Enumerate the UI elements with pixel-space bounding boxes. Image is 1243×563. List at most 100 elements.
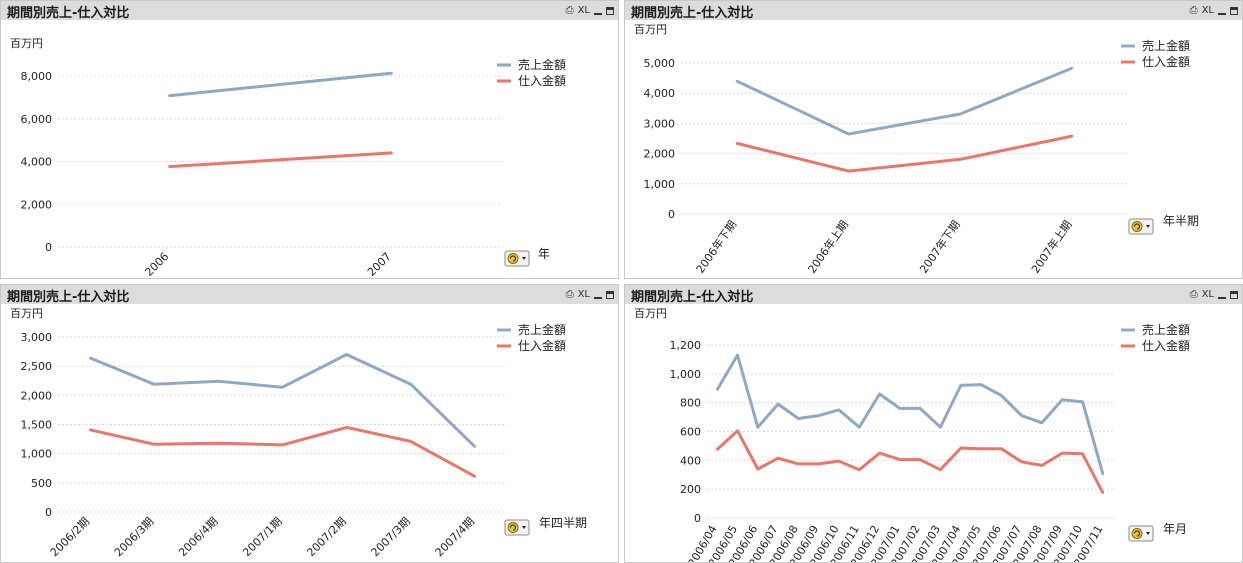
- data-point: [817, 462, 820, 466]
- data-point: [756, 467, 759, 471]
- data-point: [153, 383, 156, 386]
- line-chart-year: 百万円 0 2,000 4,000 6,000 8,000 2006 2007 売上金額仕入金額…: [10, 37, 566, 278]
- x-tick-label: 2006年上期: [805, 218, 851, 276]
- cycle-group-icon[interactable]: [504, 250, 530, 267]
- print-icon[interactable]: ⎙: [565, 289, 574, 300]
- legend-label: 売上金額: [518, 322, 566, 337]
- panel-title: 期間別売上-仕入対比: [631, 6, 754, 21]
- legend-label: 売上金額: [518, 57, 566, 72]
- series-line-purchases: [716, 429, 1105, 494]
- legend-label: 仕入金額: [518, 338, 566, 353]
- data-point: [1070, 66, 1074, 70]
- data-point: [797, 462, 800, 466]
- y-tick-label: 1,200: [670, 339, 702, 352]
- y-tick-label: 6,000: [21, 113, 53, 126]
- panel-titlebar[interactable]: 期間別売上-仕入対比 ⎙ XL: [625, 285, 1242, 305]
- x-tick-label: 2007/3期: [369, 515, 413, 559]
- data-point: [858, 468, 861, 471]
- panel-titlebar[interactable]: 期間別売上-仕入対比 ⎙ XL: [1, 285, 618, 305]
- x-tick-label: 2007/1期: [240, 515, 284, 559]
- dimension-label: 年: [538, 247, 550, 261]
- data-point: [281, 385, 284, 389]
- minimize-icon[interactable]: [1218, 288, 1226, 301]
- print-icon[interactable]: ⎙: [1189, 289, 1198, 300]
- chart-panel-year[interactable]: 期間別売上-仕入対比 ⎙ XL 百万円 0 2,000 4,000 6,000 8,000…: [0, 0, 619, 279]
- data-point: [776, 456, 780, 460]
- cycle-group-icon[interactable]: [1128, 525, 1154, 542]
- data-point: [1000, 394, 1003, 397]
- y-tick-label: 0: [45, 506, 52, 519]
- y-tick-label: 4,000: [644, 87, 676, 100]
- series-line-sales: [715, 353, 1105, 475]
- chart-panel-quarter[interactable]: 期間別売上-仕入対比 ⎙ XL 百万円 0 500 1,000 1,500 2,000 2,…: [0, 284, 619, 563]
- y-tick-label: 400: [680, 454, 701, 467]
- dimension-label: 年四半期: [539, 516, 587, 530]
- maximize-icon[interactable]: [1230, 290, 1238, 299]
- data-point: [939, 425, 942, 429]
- data-point: [345, 353, 348, 356]
- chart-panel-month[interactable]: 期間別売上-仕入対比 ⎙ XL 百万円 0 200 400 600 800 1,000 1,2…: [624, 284, 1243, 563]
- chart-panel-half-year[interactable]: 期間別売上-仕入対比 ⎙ XL 百万円 0 1,000 2,000 3,000 4,000…: [624, 0, 1243, 279]
- legend-label: 売上金額: [1142, 38, 1190, 53]
- y-tick-label: 1,000: [644, 178, 676, 191]
- data-point: [88, 428, 92, 431]
- data-point: [979, 383, 983, 386]
- dimension-label: 年月: [1163, 522, 1187, 536]
- data-point: [959, 112, 962, 116]
- series-line-purchases: [89, 425, 476, 478]
- y-tick-label: 3,000: [21, 331, 53, 344]
- data-point: [1101, 491, 1105, 494]
- data-point: [735, 79, 739, 83]
- maximize-icon[interactable]: [606, 290, 614, 299]
- xl-export-button[interactable]: XL: [577, 5, 590, 16]
- data-point: [88, 356, 92, 360]
- y-tick-label: 600: [680, 426, 701, 439]
- xl-export-button[interactable]: XL: [1201, 289, 1214, 300]
- cycle-group-icon[interactable]: [504, 519, 530, 536]
- y-tick-label: 0: [668, 208, 675, 221]
- data-point: [837, 459, 841, 463]
- series-line-sales: [736, 66, 1073, 136]
- xl-export-button[interactable]: XL: [577, 289, 590, 300]
- minimize-icon[interactable]: [594, 288, 602, 301]
- data-point: [736, 353, 739, 357]
- data-point: [817, 414, 820, 417]
- minimize-icon[interactable]: [594, 4, 602, 17]
- data-point: [409, 440, 412, 443]
- data-point: [797, 417, 800, 420]
- data-point: [1061, 451, 1064, 455]
- y-tick-label: 8,000: [21, 70, 53, 83]
- y-tick-label: 2,500: [21, 360, 53, 373]
- data-point: [959, 384, 962, 387]
- x-tick-label: 2007年上期: [1028, 218, 1074, 276]
- print-icon[interactable]: ⎙: [565, 5, 574, 16]
- maximize-icon[interactable]: [1230, 6, 1238, 15]
- data-point: [878, 392, 881, 396]
- line-chart-quarter: 百万円 0 500 1,000 1,500 2,000 2,500 3,000 2006/2期 2…: [10, 307, 587, 559]
- legend-label: 売上金額: [1142, 322, 1190, 337]
- print-icon[interactable]: ⎙: [1189, 5, 1198, 16]
- data-point: [979, 447, 983, 450]
- data-point: [168, 94, 171, 97]
- data-point: [847, 132, 850, 136]
- panel-controls: ⎙ XL: [1190, 287, 1238, 302]
- data-point: [1081, 452, 1084, 456]
- minimize-icon[interactable]: [1218, 4, 1226, 17]
- maximize-icon[interactable]: [606, 6, 614, 15]
- y-tick-label: 2,000: [21, 389, 53, 402]
- x-tick-label: 2007/4期: [433, 515, 477, 559]
- panel-titlebar[interactable]: 期間別売上-仕入対比 ⎙ XL: [625, 1, 1242, 21]
- panel-controls: ⎙ XL: [566, 287, 614, 302]
- panel-title: 期間別売上-仕入対比: [7, 290, 130, 305]
- data-point: [715, 388, 719, 391]
- panel-titlebar[interactable]: 期間別売上-仕入対比 ⎙ XL: [1, 1, 618, 21]
- y-tick-label: 1,000: [21, 448, 53, 461]
- cycle-group-icon[interactable]: [1128, 218, 1154, 235]
- xl-export-button[interactable]: XL: [1201, 5, 1214, 16]
- data-point: [1081, 400, 1084, 404]
- dimension-label: 年半期: [1163, 214, 1199, 228]
- data-point: [1020, 460, 1023, 463]
- data-point: [959, 446, 962, 450]
- x-tick-label: 2007/2期: [304, 515, 348, 559]
- y-tick-label: 800: [680, 397, 701, 410]
